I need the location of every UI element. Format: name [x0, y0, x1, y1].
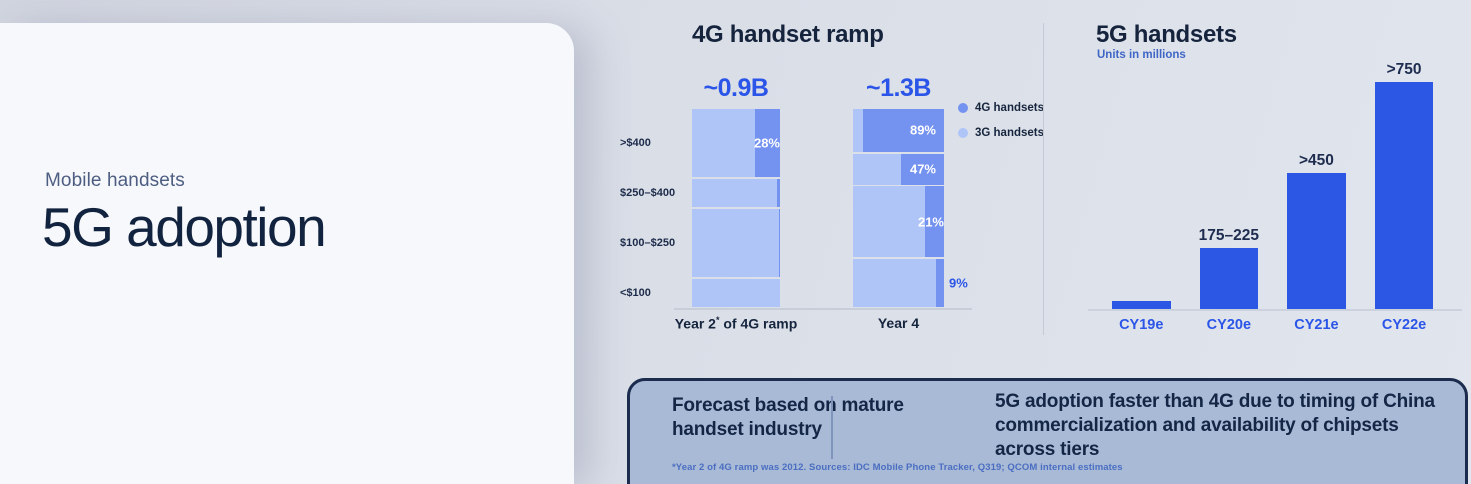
tier-segment-4g	[935, 258, 944, 308]
tier-segment-3g	[692, 208, 780, 278]
tier-segment-4g	[863, 108, 944, 153]
tier-segment-4g	[924, 186, 944, 258]
tier-tick-label: $250–$400	[620, 187, 676, 199]
callout-footnote: *Year 2 of 4G ramp was 2012. Sources: ID…	[672, 462, 1123, 473]
bar-value-label: >750	[1386, 61, 1422, 78]
title-card: Mobile handsets 5G adoption	[0, 23, 574, 484]
legend-label: 4G handsets	[975, 102, 1045, 114]
ramp-chart-title: 4G handset ramp	[692, 21, 884, 48]
tier-segment-3g	[692, 178, 780, 208]
units-chart-subtitle: Units in millions	[1097, 49, 1186, 61]
pct-label: 28%	[753, 135, 780, 151]
pct-label: 47%	[909, 161, 936, 177]
legend-3g-dot	[958, 128, 968, 138]
callout-left-text: Forecast based on mature handset industr…	[672, 395, 904, 441]
tier-segment-4g	[779, 208, 780, 278]
legend-label: 3G handsets	[975, 127, 1045, 139]
tier-tick-label: <$100	[620, 287, 651, 299]
tier-segment-3g	[853, 258, 944, 308]
callout-right-text: 5G adoption faster than 4G due to timing…	[995, 391, 1435, 461]
pct-label: 9%	[949, 275, 968, 291]
tier-segment-3g	[692, 108, 780, 178]
slide-eyebrow: Mobile handsets	[45, 170, 185, 191]
bar-value-label: >450	[1298, 151, 1334, 169]
x-tick-label: CY22e	[1381, 317, 1427, 333]
bar	[1199, 248, 1259, 309]
tier-segment-3g	[853, 108, 944, 153]
x-tick-label: Year 4	[877, 315, 920, 331]
tier-segment-4g	[777, 178, 780, 208]
tier-segment-4g	[901, 153, 944, 185]
tier-segment-3g	[853, 186, 944, 258]
column-total-label: ~0.9B	[703, 74, 769, 102]
tier-segment-3g	[692, 278, 780, 308]
tier-tick-label: $100–$250	[620, 237, 676, 249]
column-total-label: ~1.3B	[866, 74, 931, 102]
x-tick-label: Year 2* of 4G ramp	[674, 315, 798, 332]
ramp-axis-line	[674, 308, 972, 310]
units-axis-line	[1088, 309, 1462, 311]
bar	[1287, 172, 1346, 309]
tier-segment-4g	[755, 108, 780, 178]
callout-divider	[831, 396, 833, 459]
slide-title: 5G adoption	[42, 196, 327, 258]
x-tick-label: CY21e	[1294, 317, 1339, 333]
legend-4g-dot	[958, 103, 968, 113]
pct-label: 21%	[917, 214, 944, 230]
bar	[1374, 82, 1434, 309]
legend-item: 4G handsets	[958, 102, 1044, 114]
x-tick-label: CY19e	[1119, 317, 1164, 333]
legend-item: 3G handsets	[958, 127, 1044, 139]
tier-tick-label: >$400	[620, 137, 651, 149]
units-chart-title: 5G handsets	[1096, 21, 1237, 48]
pct-label: 89%	[909, 122, 936, 138]
bar	[1112, 301, 1171, 309]
callout-box: Forecast based on mature handset industr…	[627, 378, 1468, 484]
section-divider	[1043, 23, 1044, 335]
bar-value-label: 175–225	[1198, 227, 1260, 245]
x-tick-label: CY20e	[1206, 317, 1252, 333]
tier-segment-3g	[853, 153, 944, 185]
